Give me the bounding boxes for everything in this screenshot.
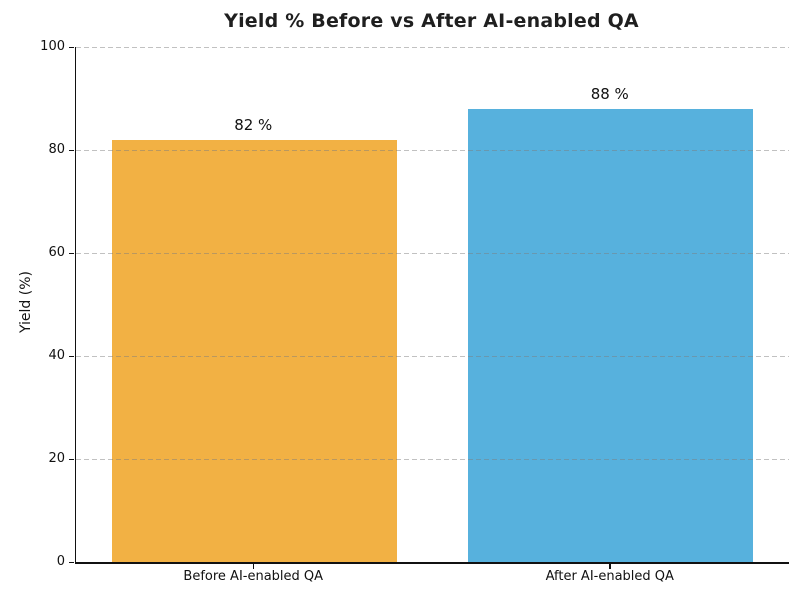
y-tick-mark-0 <box>69 561 74 563</box>
bar-before <box>111 139 397 562</box>
bar-value-label-after: 88 % <box>590 84 629 103</box>
y-tick-label-60: 60 <box>48 245 65 260</box>
x-tick-mark-after <box>609 564 611 569</box>
y-tick-mark-40 <box>69 355 74 357</box>
y-tick-mark-60 <box>69 252 74 254</box>
y-tick-mark-100 <box>69 46 74 48</box>
x-tick-label-before: Before AI-enabled QA <box>183 569 324 584</box>
y-tick-label-100: 100 <box>40 39 65 54</box>
plot-area <box>75 46 789 564</box>
y-tick-label-40: 40 <box>48 348 65 363</box>
y-tick-mark-80 <box>69 149 74 151</box>
x-tick-label-after: After AI-enabled QA <box>545 569 674 584</box>
y-tick-label-0: 0 <box>56 554 65 569</box>
y-tick-mark-20 <box>69 458 74 460</box>
y-axis-label: Yield (%) <box>18 271 34 334</box>
x-tick-mark-before <box>252 564 254 569</box>
bar-value-label-before: 82 % <box>234 115 273 134</box>
y-tick-label-20: 20 <box>48 451 65 466</box>
bar-after <box>468 108 754 562</box>
gridline-y-100 <box>76 46 789 48</box>
y-tick-label-80: 80 <box>48 142 65 157</box>
chart-title: Yield % Before vs After AI-enabled QA <box>224 10 639 32</box>
